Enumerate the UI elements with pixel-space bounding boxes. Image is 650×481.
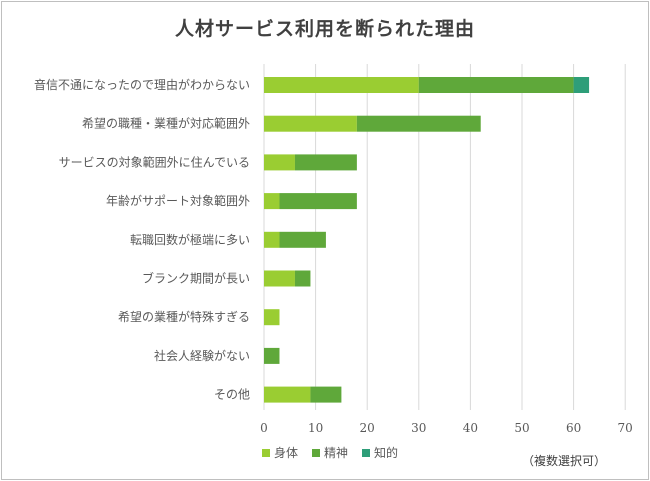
x-tick-label: 40	[463, 421, 478, 435]
category-label: 音信不通になったので理由がわからない	[34, 77, 250, 92]
bar-身体	[264, 309, 280, 326]
legend-label: 精神	[324, 446, 348, 460]
category-label: 希望の業種が特殊すぎる	[118, 309, 250, 324]
legend-swatch	[362, 449, 370, 457]
x-tick-label: 20	[360, 421, 375, 435]
bar-精神	[294, 270, 311, 287]
category-label: その他	[214, 388, 250, 402]
bar-精神	[310, 386, 342, 403]
bar-身体	[264, 77, 419, 93]
chart-title: 人材サービス利用を断られた理由	[174, 18, 475, 40]
bar-知的	[573, 77, 590, 93]
bar-精神	[279, 231, 326, 248]
legend-swatch	[312, 449, 320, 457]
bar-身体	[264, 193, 280, 210]
bar-身体	[264, 115, 357, 132]
x-tick-label: 50	[514, 421, 529, 435]
x-tick-label: 60	[566, 421, 581, 435]
bar-身体	[264, 154, 295, 171]
bar-身体	[264, 386, 311, 403]
x-tick-label: 10	[308, 421, 323, 435]
category-label: 転職回数が極端に多い	[130, 232, 250, 247]
category-label: ブランク期間が長い	[142, 271, 250, 286]
bar-身体	[264, 270, 295, 287]
bar-精神	[279, 193, 357, 210]
chart-note: （複数選択可）	[522, 454, 607, 468]
category-label: サービスの対象範囲外に住んでいる	[59, 154, 250, 169]
bar-身体	[264, 231, 280, 248]
x-tick-label: 0	[260, 421, 268, 435]
x-tick-label: 30	[411, 421, 426, 435]
bar-精神	[294, 154, 357, 171]
legend-swatch	[262, 449, 270, 457]
category-label: 希望の職種・業種が対応範囲外	[82, 116, 250, 131]
bar-精神	[418, 77, 574, 93]
category-label: 年齢がサポート対象範囲外	[106, 193, 250, 208]
x-tick-label: 70	[618, 421, 633, 435]
bar-精神	[356, 115, 481, 132]
legend-label: 身体	[274, 445, 298, 460]
category-label: 社会人経験がない	[154, 348, 250, 363]
bar-精神	[264, 347, 280, 364]
legend-label: 知的	[374, 445, 398, 460]
